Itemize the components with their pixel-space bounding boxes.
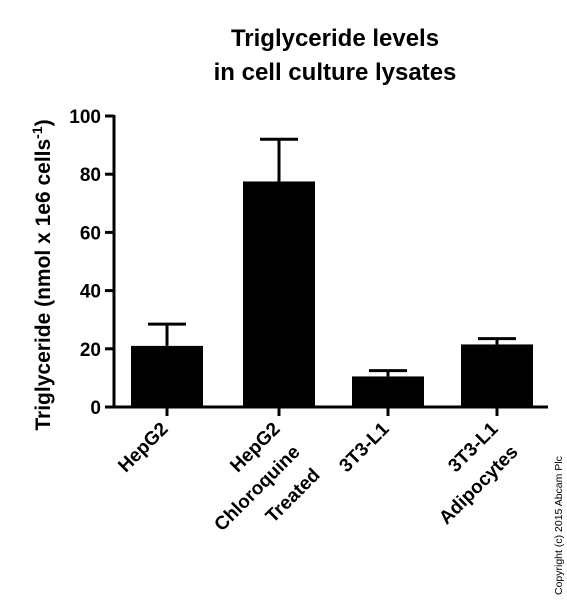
x-tick-label: 3T3-L1	[335, 418, 393, 476]
y-tick-label: 20	[80, 340, 101, 361]
y-axis-label: Triglyceride (nmol x 1e6 cells-1)	[29, 119, 55, 430]
bar	[131, 345, 203, 407]
bars	[131, 181, 533, 407]
y-tick-label: 100	[69, 107, 101, 128]
y-tick-label: 80	[80, 165, 101, 186]
bar	[461, 344, 533, 407]
chart-title-line-2: in cell culture lysates	[214, 59, 457, 86]
x-tick-label: HepG2	[114, 419, 172, 477]
y-axis-label-superscript: -1	[29, 126, 45, 139]
y-tick-label: 60	[80, 223, 101, 244]
chart-title: Triglyceride levels in cell culture lysa…	[214, 25, 457, 86]
chart-title-line-1: Triglyceride levels	[231, 25, 439, 52]
copyright-notice: Copyright (c) 2015 Abcam Plc	[553, 456, 565, 595]
y-axis-ticks: 0 20 40 60 80 100	[69, 107, 114, 419]
y-tick-label: 40	[80, 282, 101, 303]
bar	[352, 376, 424, 407]
error-bars	[148, 137, 516, 377]
y-tick-label: 0	[90, 398, 101, 419]
y-axis-label-suffix: )	[32, 119, 55, 126]
bar	[243, 181, 315, 407]
